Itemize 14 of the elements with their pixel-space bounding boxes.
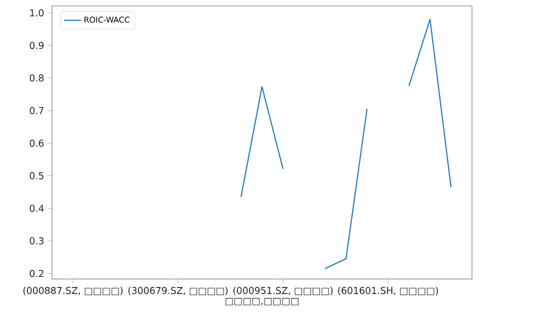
y-tick-label: 0.5 (30, 172, 44, 180)
y-tick-label: 0.2 (30, 270, 44, 278)
x-tick-label: (000887.SZ, □□□□) (23, 286, 123, 296)
y-tick-label: 0.6 (30, 140, 44, 147)
y-tick-label: 0.4 (30, 204, 44, 212)
x-tick-label: (601601.SH, □□□□) (338, 286, 438, 296)
x-axis-title: □□□□,□□□□ (226, 298, 298, 306)
y-tick-label: 0.8 (30, 74, 44, 82)
y-tick-label: 0.3 (30, 237, 44, 244)
x-tick-label: (300679.SZ, □□□□) (128, 286, 228, 296)
x-tick-label: (000951.SZ, □□□□) (233, 286, 333, 296)
y-tick-label: 1.0 (30, 9, 44, 16)
y-tick-label: 0.7 (30, 106, 44, 114)
y-tick-label: 0.9 (30, 42, 44, 50)
